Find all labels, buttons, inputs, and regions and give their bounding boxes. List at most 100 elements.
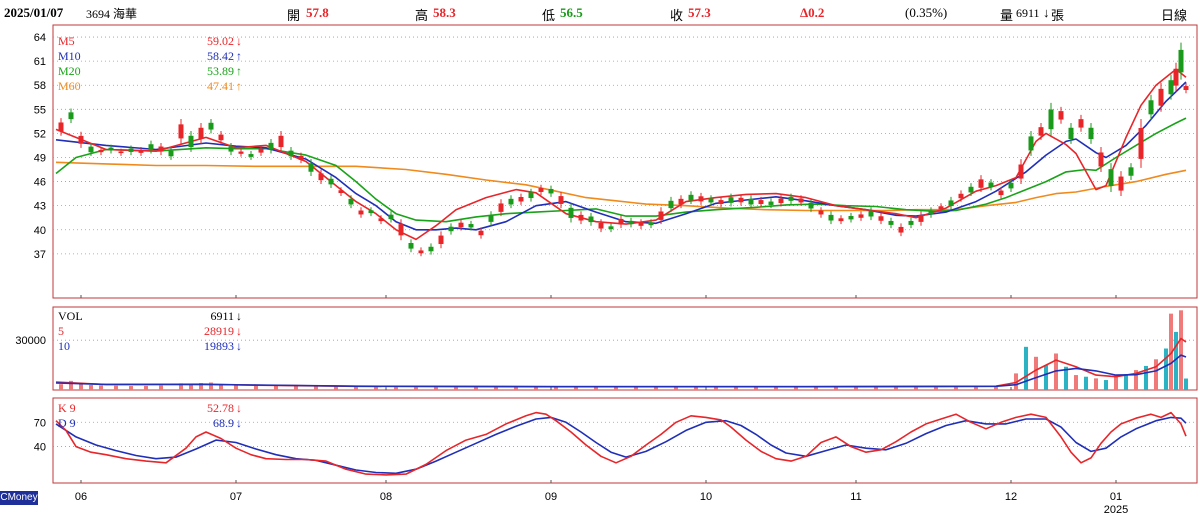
volume-bar xyxy=(754,386,758,390)
price-legend-name: M10 xyxy=(58,49,81,63)
volume-unit: 張 xyxy=(1051,8,1065,23)
volume-bar xyxy=(954,385,958,390)
candlestick xyxy=(238,151,244,154)
candlestick xyxy=(198,127,204,140)
price-legend-arrow: ↑ xyxy=(236,64,242,78)
candlestick xyxy=(578,214,584,221)
price-panel-frame xyxy=(52,24,1198,299)
candlestick xyxy=(218,134,224,141)
volume-bar xyxy=(454,386,458,390)
volume-bar xyxy=(854,386,858,390)
volume-bar xyxy=(99,385,103,390)
period-label: 日線 xyxy=(1161,8,1188,23)
volume-bar xyxy=(314,386,318,390)
candlestick xyxy=(258,148,264,153)
volume-bar xyxy=(934,386,938,390)
candlestick xyxy=(98,149,104,153)
volume-bar xyxy=(574,386,578,390)
stock-code-name: 3694 海華 xyxy=(86,7,138,21)
candlestick xyxy=(818,210,824,215)
candlestick xyxy=(538,188,544,192)
price-tick-label: 55 xyxy=(34,104,46,116)
volume-bar xyxy=(394,386,398,390)
volume-bar xyxy=(1044,365,1048,390)
candlestick xyxy=(328,178,334,185)
candlestick xyxy=(848,216,854,220)
candlestick xyxy=(1108,169,1114,186)
price-legend-value: 58.42 xyxy=(207,49,234,63)
volume-bar xyxy=(59,384,63,390)
candlestick xyxy=(268,142,274,150)
candlestick xyxy=(1173,68,1179,86)
price-tick-label: 64 xyxy=(34,32,46,44)
price-legend-value: 47.41 xyxy=(207,79,234,93)
candlestick xyxy=(698,196,704,202)
change-value: Δ0.2 xyxy=(800,5,825,20)
volume-bar xyxy=(144,385,148,390)
price-tick-label: 49 xyxy=(34,152,46,164)
price-tick-label: 46 xyxy=(34,177,46,189)
candlestick xyxy=(888,220,894,225)
volume-legend-arrow: ↓ xyxy=(236,309,242,323)
volume-bar xyxy=(1184,378,1188,390)
candlestick xyxy=(248,154,254,157)
volume-bar xyxy=(1124,374,1128,390)
price-tick-label: 52 xyxy=(34,128,46,140)
volume-bar xyxy=(1074,375,1078,390)
y-axis-labels: 37 40 43 46 49 52 55 58 61 64 30000 40 70 xyxy=(15,32,46,454)
open-value: 57.8 xyxy=(306,5,329,20)
candlestick xyxy=(838,218,844,222)
candlestick xyxy=(808,202,814,209)
candlestick xyxy=(108,147,114,151)
candlestick xyxy=(1028,136,1034,151)
candlestick xyxy=(958,193,964,199)
month-label: 08 xyxy=(380,491,392,503)
volume-bar xyxy=(179,383,183,390)
candlestick xyxy=(528,192,534,199)
volume-bar xyxy=(654,386,658,390)
kd-legend-arrow: ↓ xyxy=(236,401,242,415)
volume-value: 6911 xyxy=(1016,6,1040,20)
month-label: 06 xyxy=(75,491,87,503)
date: 2025/01/07 xyxy=(4,5,64,20)
volume-bar xyxy=(294,386,298,390)
candlestick xyxy=(498,203,504,212)
volume-bar xyxy=(534,386,538,390)
candlestick xyxy=(948,200,954,207)
volume-bar xyxy=(234,384,238,390)
volume-legend-arrow: ↓ xyxy=(236,324,242,338)
volume-bar xyxy=(1154,359,1158,390)
volume-bar xyxy=(1114,375,1118,390)
candlestick xyxy=(998,190,1004,196)
candlestick xyxy=(938,206,944,210)
ma60-line xyxy=(55,161,1187,212)
candlestick xyxy=(398,224,404,236)
volume-bar xyxy=(1144,365,1148,390)
kd-k-line xyxy=(55,411,1187,476)
price-tick-label: 61 xyxy=(34,56,46,68)
price-tick-label: 37 xyxy=(34,249,46,261)
candlestick xyxy=(158,146,164,152)
kd-legend-value: 52.78 xyxy=(207,401,234,415)
candlestick xyxy=(1018,164,1024,179)
volume-bar xyxy=(189,384,193,390)
candlestick xyxy=(468,224,474,228)
candlestick xyxy=(978,179,984,188)
price-legend-value: 59.02 xyxy=(207,34,234,48)
volume-bar xyxy=(1064,366,1068,390)
candlestick xyxy=(898,226,904,233)
kd-legend-name: K 9 xyxy=(58,401,76,415)
candlestick xyxy=(678,198,684,205)
change-percent: (0.35%) xyxy=(905,5,948,20)
candlestick xyxy=(738,197,744,203)
candlestick xyxy=(518,196,524,202)
candlestick xyxy=(1158,88,1164,106)
price-tick-label: 43 xyxy=(34,201,46,213)
candlestick xyxy=(968,186,974,193)
candlestick xyxy=(338,190,344,194)
volume-bar xyxy=(334,386,338,390)
volume-bar xyxy=(894,386,898,390)
candlestick xyxy=(478,230,484,236)
chart-legends: M5 59.02 ↓M10 58.42 ↑M20 53.89 ↑M60 47.41 ↑VOL 69… xyxy=(58,34,242,430)
candlestick xyxy=(308,163,314,172)
